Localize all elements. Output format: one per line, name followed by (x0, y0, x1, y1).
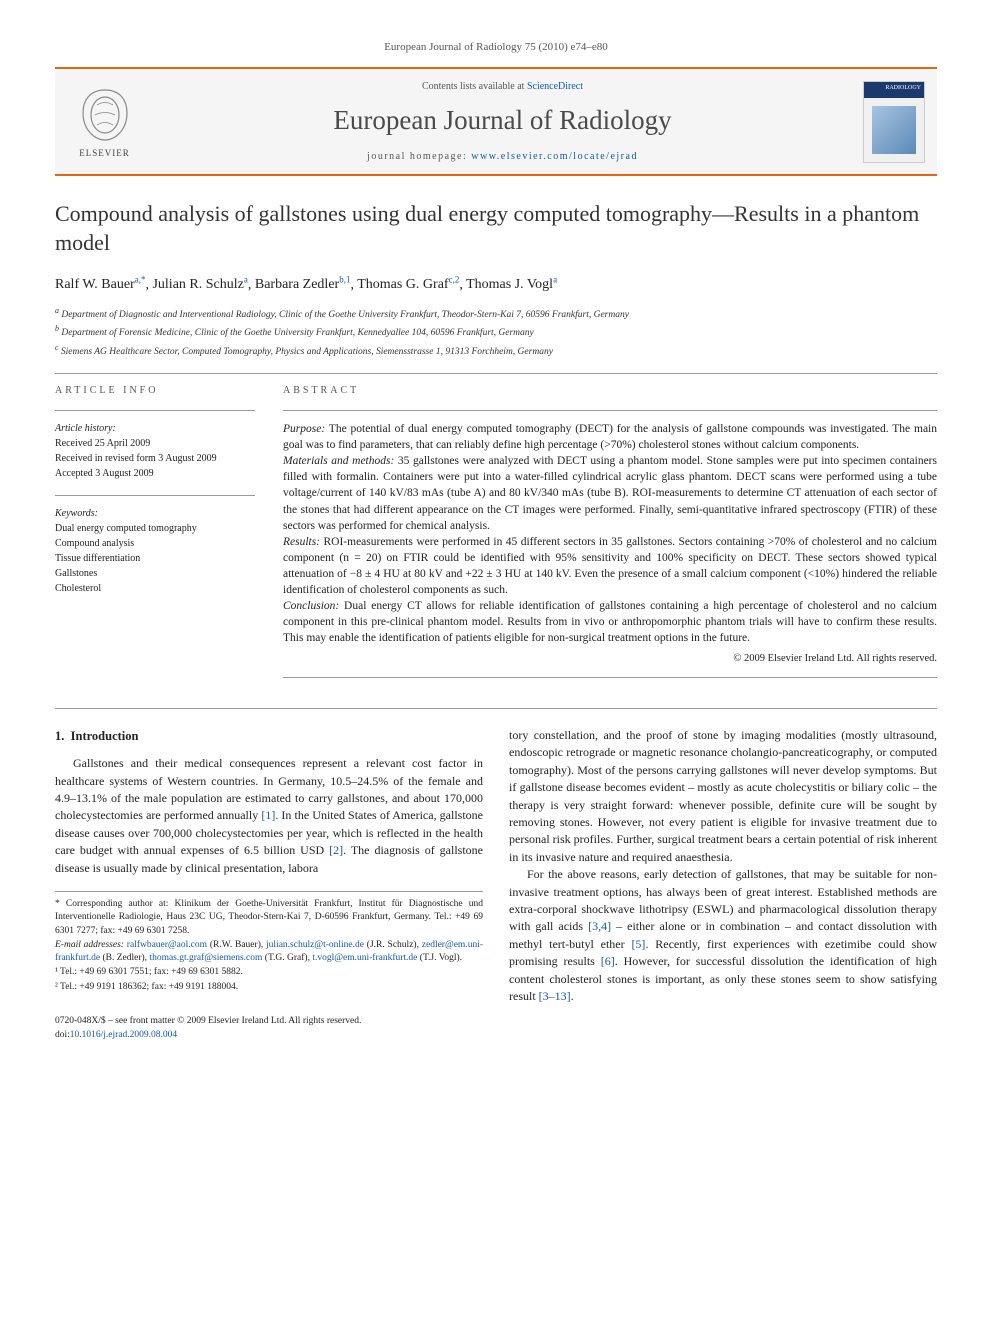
author: Barbara Zedlerb,1 (255, 277, 351, 292)
email-label: E-mail addresses: (55, 940, 124, 950)
keywords-block: Keywords: Dual energy computed tomograph… (55, 506, 255, 596)
history-label: Article history: (55, 421, 255, 436)
body-text: 1. Introduction Gallstones and their med… (55, 727, 937, 1005)
author: Thomas G. Grafc,2 (357, 277, 459, 292)
abstract-section-label: Conclusion: (283, 600, 339, 612)
footnotes: * Corresponding author at: Klinikum der … (55, 891, 483, 994)
author-list: Ralf W. Bauera,*, Julian R. Schulza, Bar… (55, 274, 937, 295)
tel-note-1: ¹ Tel.: +49 69 6301 7551; fax: +49 69 63… (55, 966, 483, 979)
email-link[interactable]: t.vogl@em.uni-frankfurt.de (312, 953, 417, 963)
affiliations: a Department of Diagnostic and Intervent… (55, 305, 937, 359)
affil-mark[interactable]: a (553, 275, 557, 285)
body-paragraph: For the above reasons, early detection o… (509, 866, 937, 1005)
author: Thomas J. Vogla (466, 277, 557, 292)
affiliation-b: b Department of Forensic Medicine, Clini… (55, 323, 937, 340)
affiliation-c: c Siemens AG Healthcare Sector, Computed… (55, 342, 937, 359)
abstract-section-text: Dual energy CT allows for reliable ident… (283, 600, 937, 644)
section-heading: 1. Introduction (55, 727, 483, 745)
publisher-name: ELSEVIER (79, 147, 130, 160)
divider (283, 677, 937, 678)
history-item: Accepted 3 August 2009 (55, 466, 255, 481)
contents-prefix: Contents lists available at (422, 81, 527, 92)
author: Julian R. Schulza (152, 277, 247, 292)
article-info-heading: ARTICLE INFO (55, 384, 255, 398)
contents-available-line: Contents lists available at ScienceDirec… (160, 80, 845, 94)
citation-link[interactable]: [2] (329, 843, 343, 857)
citation-link[interactable]: [5] (631, 937, 645, 951)
abstract-column: ABSTRACT Purpose: The potential of dual … (283, 384, 937, 688)
keyword: Dual energy computed tomography (55, 521, 255, 536)
citation-link[interactable]: [1] (261, 808, 275, 822)
article-title: Compound analysis of gallstones using du… (55, 200, 937, 257)
history-item: Received in revised form 3 August 2009 (55, 451, 255, 466)
journal-title: European Journal of Radiology (160, 102, 845, 140)
divider (55, 708, 937, 709)
citation-link[interactable]: [3,4] (588, 919, 611, 933)
keyword: Tissue differentiation (55, 551, 255, 566)
abstract-section-text: The potential of dual energy computed to… (283, 423, 937, 451)
divider (55, 495, 255, 496)
author: Ralf W. Bauera,* (55, 277, 145, 292)
email-addresses: E-mail addresses: ralfwbauer@aol.com (R.… (55, 939, 483, 966)
journal-homepage-link[interactable]: www.elsevier.com/locate/ejrad (471, 151, 638, 162)
tel-note-2: ² Tel.: +49 9191 186362; fax: +49 9191 1… (55, 981, 483, 994)
body-column-left: 1. Introduction Gallstones and their med… (55, 727, 483, 1005)
abstract-section-label: Materials and methods: (283, 455, 394, 467)
keyword: Cholesterol (55, 581, 255, 596)
citation-link[interactable]: [3–13] (539, 989, 571, 1003)
journal-reference: European Journal of Radiology 75 (2010) … (55, 40, 937, 55)
doi-line: doi:10.1016/j.ejrad.2009.08.004 (55, 1029, 937, 1042)
journal-header-box: ELSEVIER Contents lists available at Sci… (55, 67, 937, 176)
divider (283, 410, 937, 411)
article-info-column: ARTICLE INFO Article history: Received 2… (55, 384, 255, 688)
citation-link[interactable]: [6] (601, 954, 615, 968)
journal-homepage-line: journal homepage: www.elsevier.com/locat… (160, 150, 845, 164)
email-link[interactable]: ralfwbauer@aol.com (127, 940, 207, 950)
abstract-copyright: © 2009 Elsevier Ireland Ltd. All rights … (283, 652, 937, 667)
body-column-right: tory constellation, and the proof of sto… (509, 727, 937, 1005)
email-link[interactable]: thomas.gt.graf@siemens.com (149, 953, 262, 963)
affil-mark[interactable]: a,* (135, 275, 146, 285)
abstract-heading: ABSTRACT (283, 384, 937, 398)
body-paragraph: Gallstones and their medical consequence… (55, 755, 483, 877)
email-link[interactable]: julian.schulz@t-online.de (266, 940, 364, 950)
keyword: Gallstones (55, 566, 255, 581)
abstract-section-text: ROI-measurements were performed in 45 di… (283, 536, 937, 596)
history-item: Received 25 April 2009 (55, 436, 255, 451)
corresponding-author-note: * Corresponding author at: Klinikum der … (55, 898, 483, 938)
affiliation-a: a Department of Diagnostic and Intervent… (55, 305, 937, 322)
sciencedirect-link[interactable]: ScienceDirect (527, 81, 583, 92)
doi-link[interactable]: 10.1016/j.ejrad.2009.08.004 (70, 1030, 177, 1040)
article-history: Article history: Received 25 April 2009 … (55, 421, 255, 481)
abstract-text: Purpose: The potential of dual energy co… (283, 421, 937, 646)
affil-mark[interactable]: b,1 (339, 275, 350, 285)
affil-mark[interactable]: a (244, 275, 248, 285)
divider (55, 410, 255, 411)
keyword: Compound analysis (55, 536, 255, 551)
affil-mark[interactable]: c,2 (449, 275, 460, 285)
journal-cover-thumbnail: RADIOLOGY (863, 81, 925, 163)
abstract-section-label: Results: (283, 536, 320, 548)
cover-label: RADIOLOGY (885, 84, 921, 92)
elsevier-logo: ELSEVIER (67, 79, 142, 164)
divider (55, 373, 937, 374)
keywords-label: Keywords: (55, 506, 255, 521)
page-footer: 0720-048X/$ – see front matter © 2009 El… (55, 1015, 937, 1042)
abstract-section-label: Purpose: (283, 423, 325, 435)
body-paragraph: tory constellation, and the proof of sto… (509, 727, 937, 866)
homepage-prefix: journal homepage: (367, 151, 471, 162)
copyright-line: 0720-048X/$ – see front matter © 2009 El… (55, 1015, 937, 1028)
